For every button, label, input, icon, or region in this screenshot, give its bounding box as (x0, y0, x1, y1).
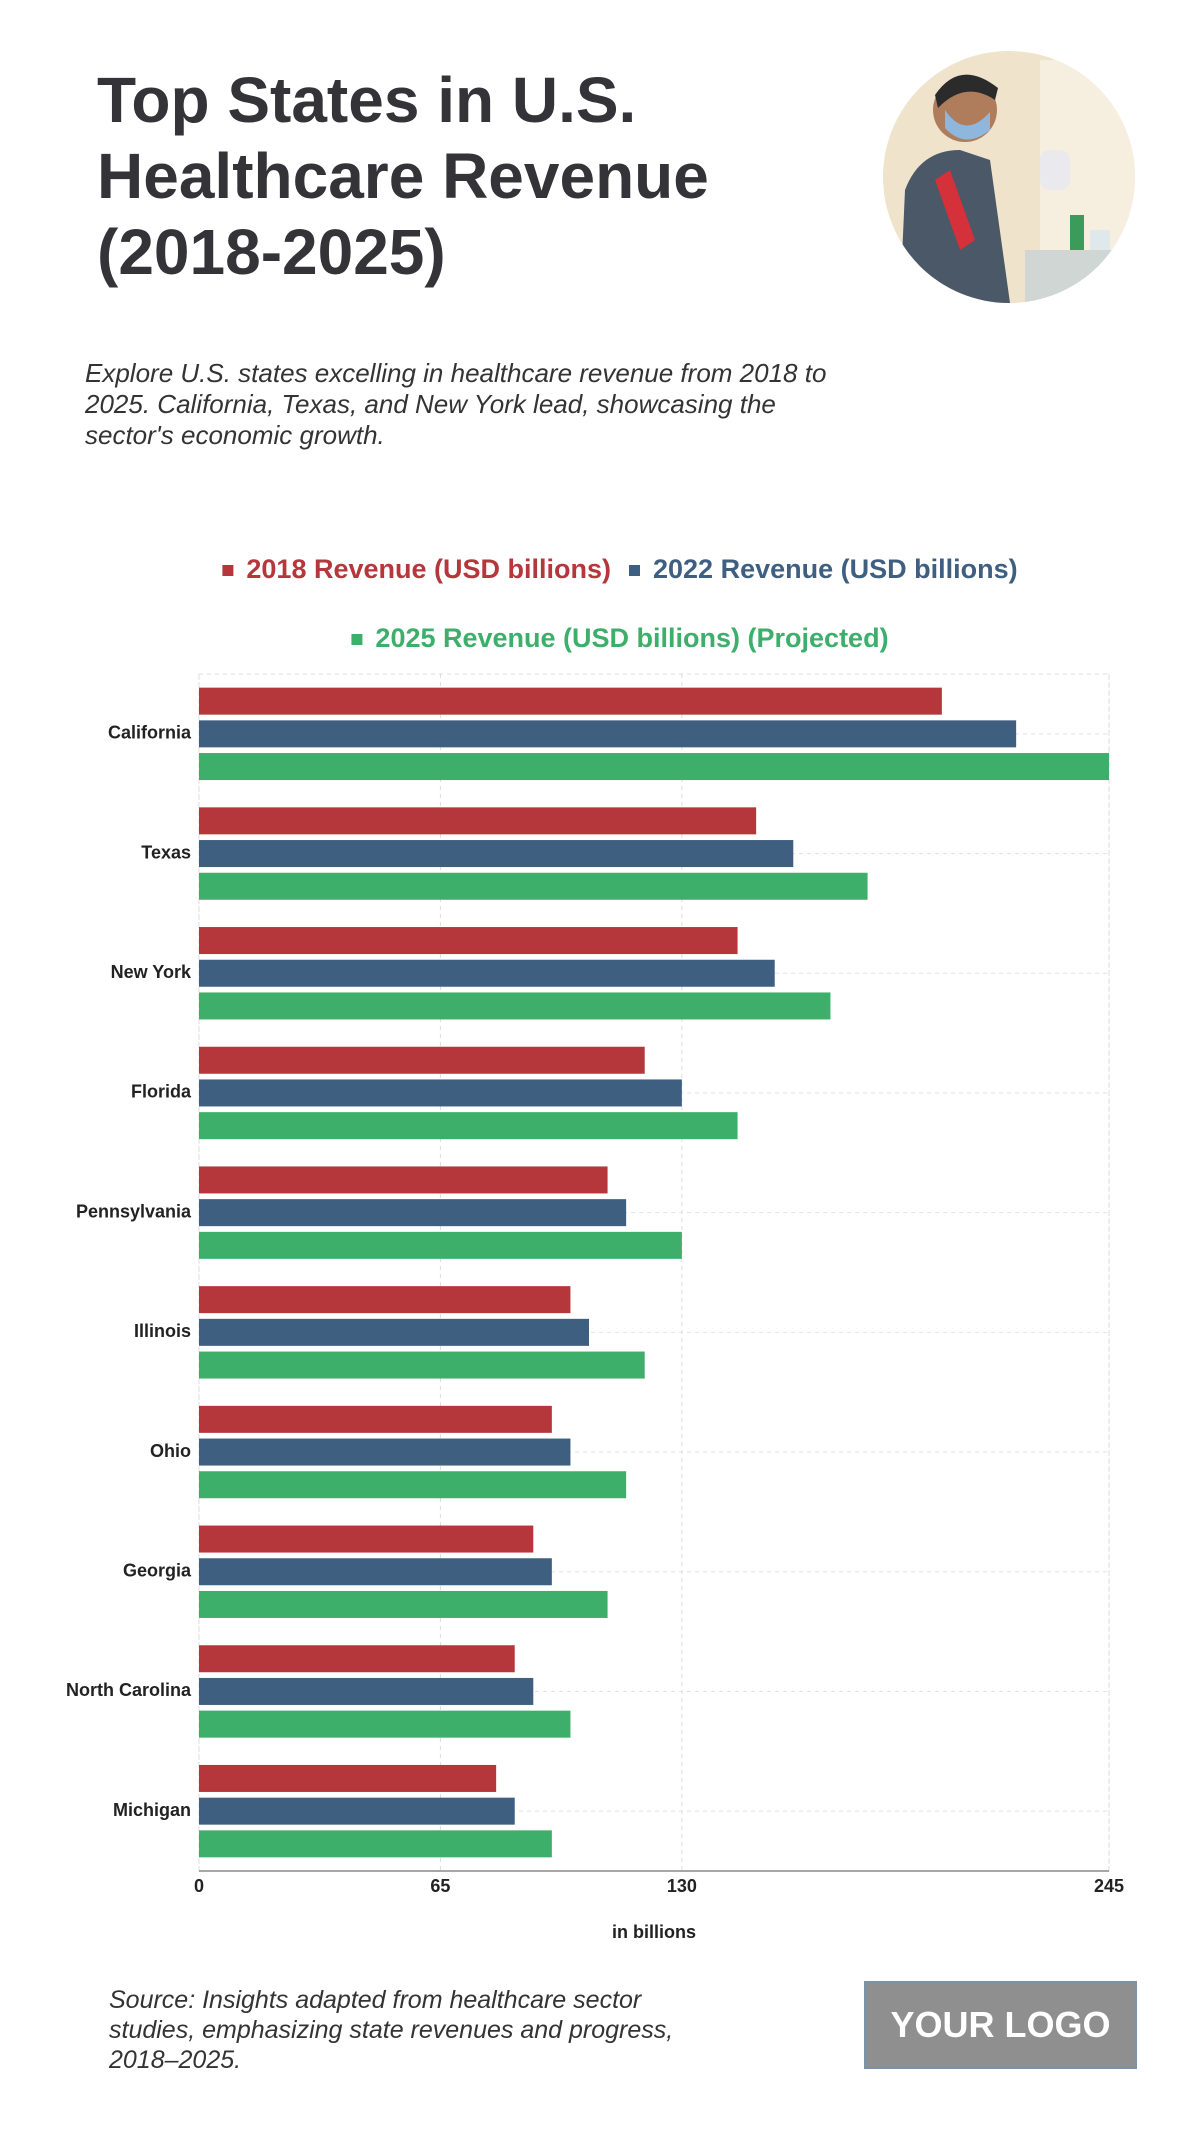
y-tick-label: Ohio (150, 1441, 191, 1461)
bar (199, 1286, 571, 1314)
bar (199, 992, 831, 1020)
x-tick-label: 65 (430, 1876, 450, 1896)
y-tick-label: North Carolina (66, 1680, 192, 1700)
legend-label: 2018 Revenue (USD billions) (246, 554, 611, 584)
bar (199, 927, 738, 955)
legend-row: 2018 Revenue (USD billions) 2022 Revenue … (222, 554, 1018, 584)
bar (199, 1438, 571, 1466)
y-tick-label: California (108, 723, 192, 743)
bar (199, 1046, 645, 1074)
x-tick-label: 130 (667, 1876, 697, 1896)
subtitle: Explore U.S. states excelling in healthc… (85, 358, 827, 450)
bar (199, 753, 1109, 781)
legend-item: 2022 Revenue (USD billions) (629, 554, 1018, 584)
bar (199, 1710, 571, 1738)
bar (199, 1351, 645, 1379)
bar (199, 1558, 552, 1586)
legend-label: 2025 Revenue (USD billions) (Projected) (375, 623, 888, 653)
bar (199, 1590, 608, 1618)
bar (199, 1830, 552, 1858)
y-tick-label: Texas (141, 842, 191, 862)
legend-swatch (222, 565, 234, 576)
chart: 0 65 130 245 in billions California Texas New Y… (66, 51, 1135, 1942)
y-tick-label: Michigan (113, 1800, 191, 1820)
y-tick-label: Pennsylvania (76, 1201, 192, 1221)
legend-label: 2022 Revenue (USD billions) (653, 554, 1018, 584)
bar (199, 720, 1017, 748)
y-tick-label: Illinois (134, 1321, 191, 1341)
title: Top States in U.S. Healthcare Revenue (2… (97, 64, 709, 288)
y-tick-label: New York (111, 962, 192, 982)
x-axis-label: in billions (612, 1922, 696, 1942)
bar (199, 1764, 497, 1792)
bar (199, 840, 794, 868)
bar (199, 1525, 534, 1553)
bar (199, 1405, 552, 1433)
bar (199, 1318, 589, 1346)
bar (199, 1079, 682, 1107)
y-tick-label: Georgia (123, 1561, 192, 1581)
bar (199, 807, 757, 835)
logo: YOUR LOGO (864, 1981, 1137, 2069)
legend-swatch (629, 565, 640, 576)
y-tick-label: Florida (131, 1082, 192, 1102)
x-tick-label: 245 (1094, 1876, 1124, 1896)
bar (199, 687, 942, 715)
bar (199, 1112, 738, 1140)
source: Source: Insights adapted from healthcare… (109, 1986, 674, 2074)
legend-item: 2025 Revenue (USD billions) (Projected) (351, 623, 889, 653)
bar (199, 1677, 534, 1705)
bar (199, 1797, 515, 1825)
bar (199, 1645, 515, 1673)
bar (199, 959, 775, 987)
bar (199, 1231, 682, 1259)
legend-item: 2018 Revenue (USD billions) (222, 554, 611, 584)
legend-row: 2025 Revenue (USD billions) (Projected) (351, 623, 889, 653)
bar (199, 1166, 608, 1194)
bar (199, 1471, 627, 1499)
bar (199, 1199, 627, 1227)
photo (883, 51, 1135, 303)
x-tick-label: 0 (194, 1876, 204, 1896)
legend-swatch (351, 634, 363, 645)
bar (199, 872, 868, 900)
